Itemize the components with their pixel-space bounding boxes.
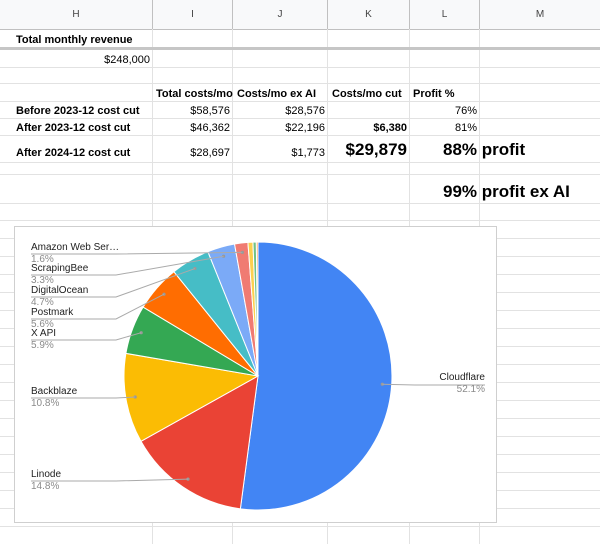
leader-line-postmark — [31, 293, 165, 320]
column-header-bar: H I J K L M — [0, 0, 600, 30]
cell-profit-after-2023[interactable]: 81% — [454, 122, 477, 134]
column-header-k[interactable]: K — [328, 0, 410, 29]
cell-total-before-2023[interactable]: $58,576 — [190, 105, 230, 117]
slice-label-digitalocean: DigitalOcean — [31, 285, 88, 296]
slice-label-backblaze: Backblaze — [31, 386, 78, 397]
column-header-m[interactable]: M — [535, 9, 545, 20]
cell-profit-ex-ai[interactable]: 99% profit ex AI — [443, 182, 570, 201]
cell-h-revenue-value[interactable]: $248,000 — [104, 54, 150, 66]
slice-percent-scrapingbee: 3.3% — [31, 275, 54, 286]
pie-slice-linode[interactable] — [140, 375, 259, 510]
cell-h-total-monthly-revenue[interactable]: Total monthly revenue — [16, 34, 133, 46]
cell-total-after-2023[interactable]: $46,362 — [190, 122, 230, 134]
header-costs-ex-ai[interactable]: Costs/mo ex AI — [237, 88, 317, 100]
leader-line-cloudflare — [382, 383, 485, 386]
row-label-before-2023[interactable]: Before 2023-12 cost cut — [16, 105, 140, 117]
slice-label-cloudflare: Cloudflare — [439, 372, 485, 383]
header-costs-cut[interactable]: Costs/mo cut — [332, 88, 402, 100]
slice-percent-cloudflare: 52.1% — [457, 384, 485, 395]
column-header-j[interactable]: J — [233, 0, 328, 29]
slice-percent-x-api: 5.9% — [31, 340, 54, 351]
leader-dot-x-api — [139, 331, 143, 335]
pie-slice-backblaze[interactable] — [123, 352, 260, 442]
leader-line-digitalocean — [31, 268, 196, 298]
leader-dot-cloudflare — [380, 382, 384, 386]
slice-label-postmark: Postmark — [31, 307, 74, 318]
column-header-i[interactable]: I — [153, 0, 233, 29]
cell-ex-ai-after-2024[interactable]: $1,773 — [291, 147, 325, 159]
row-label-after-2024[interactable]: After 2024-12 cost cut — [16, 147, 131, 159]
leader-line-backblaze — [31, 396, 136, 399]
slice-label-amazon-web-ser: Amazon Web Ser… — [31, 242, 119, 253]
header-total-costs[interactable]: Total costs/mo — [156, 88, 233, 100]
cell-profit-before-2023[interactable]: 76% — [454, 105, 477, 117]
leader-line-x-api — [31, 332, 142, 341]
cell-profit-after-2024[interactable]: 88% profit — [443, 140, 526, 159]
pie-slice-other-10[interactable] — [255, 241, 259, 377]
leader-dot-amazon-web-ser — [240, 250, 244, 254]
pie-slice-cloudflare[interactable] — [239, 241, 393, 511]
frozen-row-divider[interactable] — [0, 47, 600, 50]
leader-line-linode — [31, 478, 188, 482]
column-header-l[interactable]: L — [410, 0, 480, 29]
slice-percent-amazon-web-ser: 1.6% — [31, 254, 54, 265]
row-label-after-2023[interactable]: After 2023-12 cost cut — [16, 122, 131, 134]
leader-line-amazon-web-ser — [31, 251, 243, 255]
slice-percent-postmark: 5.6% — [31, 319, 54, 330]
cell-ex-ai-after-2023[interactable]: $22,196 — [285, 122, 325, 134]
leader-line-scrapingbee — [31, 255, 224, 276]
slice-percent-digitalocean: 4.7% — [31, 297, 54, 308]
column-header-h[interactable]: H — [0, 0, 153, 29]
slice-label-linode: Linode — [31, 469, 61, 480]
leader-dot-backblaze — [133, 395, 137, 399]
cell-ex-ai-before-2023[interactable]: $28,576 — [285, 105, 325, 117]
pie-chart[interactable]: Cloudflare 52.1% Linode 14.8% Backblaze 10.8%… — [14, 226, 497, 523]
cell-cut-after-2023[interactable]: $6,380 — [373, 122, 407, 134]
header-profit[interactable]: Profit % — [413, 88, 455, 100]
slice-percent-linode: 14.8% — [31, 481, 59, 492]
slice-percent-backblaze: 10.8% — [31, 398, 59, 409]
cell-cut-after-2024[interactable]: $29,879 — [345, 140, 407, 159]
slice-label-x-api: X API — [31, 328, 56, 339]
leader-dot-linode — [186, 477, 190, 481]
cell-total-after-2024[interactable]: $28,697 — [190, 147, 230, 159]
slice-label-scrapingbee: ScrapingBee — [31, 263, 89, 274]
